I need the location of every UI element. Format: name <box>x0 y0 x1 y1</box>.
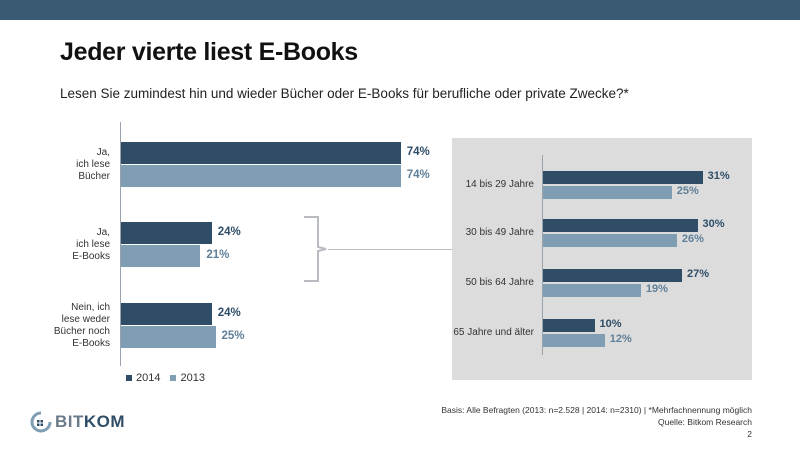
survey-question: Lesen Sie zumindest hin und wieder Büche… <box>60 86 629 101</box>
legend-label-2014: 2014 <box>136 372 161 384</box>
age-category-label: 50 bis 64 Jahre <box>465 277 534 288</box>
legend-label-2013: 2013 <box>180 372 205 384</box>
age-category-label: 65 Jahre und älter <box>453 327 534 338</box>
age-category-label: 30 bis 49 Jahre <box>465 227 534 238</box>
category-label: Nein, ich lese weder Bücher noch E-Books <box>53 301 110 349</box>
legend-swatch-2013 <box>170 375 177 381</box>
legend-item-2014: 2014 <box>126 372 160 384</box>
age-bar-2014 <box>543 269 683 282</box>
legend-swatch-2014 <box>126 375 132 381</box>
data-label-2013: 74% <box>406 169 430 181</box>
data-label-2014: 24% <box>217 226 241 238</box>
age-data-label-2014: 10% <box>599 318 622 330</box>
age-data-label-2013: 12% <box>609 333 632 345</box>
age-data-label-2013: 26% <box>681 233 704 245</box>
bar-2013 <box>121 326 216 348</box>
main-chart-axis <box>120 122 121 366</box>
bar-2014 <box>121 142 401 164</box>
bar-2014 <box>121 303 212 325</box>
age-bar-2013 <box>543 234 677 247</box>
age-data-label-2014: 31% <box>707 170 730 182</box>
bar-2014 <box>121 222 212 244</box>
top-band <box>0 0 800 20</box>
age-bar-2014 <box>543 171 703 184</box>
logo-prefix: BIT <box>55 412 84 431</box>
legend-item-2013: 2013 <box>170 372 205 384</box>
page-title: Jeder vierte liest E-Books <box>60 38 358 66</box>
age-data-label-2013: 25% <box>676 185 699 197</box>
category-label: Ja, ich lese Bücher <box>76 146 110 182</box>
age-data-label-2013: 19% <box>645 283 668 295</box>
data-label-2014: 24% <box>217 307 241 319</box>
category-label: Ja, ich lese E-Books <box>72 226 110 262</box>
data-label-2014: 74% <box>406 146 430 158</box>
age-bar-2013 <box>543 284 641 297</box>
logo-wordmark: BITKOM <box>55 412 125 432</box>
bitkom-logo-icon <box>30 411 52 433</box>
page-number: 2 <box>747 429 752 439</box>
bar-2013 <box>121 245 201 267</box>
data-label-2013: 21% <box>206 249 230 261</box>
age-bar-2014 <box>543 219 698 232</box>
age-bar-2013 <box>543 186 672 199</box>
age-bar-2014 <box>543 319 595 332</box>
age-category-label: 14 bis 29 Jahre <box>465 179 534 190</box>
age-chart-axis <box>542 155 543 355</box>
age-data-label-2014: 30% <box>702 218 725 230</box>
bitkom-logo: BITKOM <box>30 410 125 434</box>
bracket-icon <box>304 216 327 282</box>
bar-2013 <box>121 165 401 187</box>
age-bar-2013 <box>543 334 605 347</box>
chart-legend: 2014 2013 <box>126 372 205 384</box>
connector-line <box>328 249 452 250</box>
footnote-basis: Basis: Alle Befragten (2013: n=2.528 | 2… <box>441 405 752 415</box>
age-data-label-2014: 27% <box>687 268 710 280</box>
footnote-source: Quelle: Bitkom Research <box>657 417 752 427</box>
data-label-2013: 25% <box>221 330 245 342</box>
logo-suffix: KOM <box>83 412 126 431</box>
